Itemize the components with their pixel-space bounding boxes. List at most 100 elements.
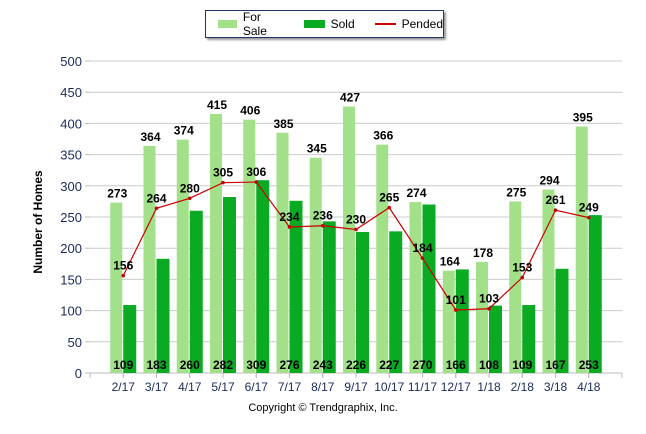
bar-sold <box>123 304 137 373</box>
pended-data-label: 101 <box>446 293 466 307</box>
x-tick-label: 12/17 <box>441 380 471 394</box>
bar-sold <box>322 221 336 373</box>
pended-point <box>221 180 225 185</box>
legend: For Sale Sold Pended <box>205 10 444 38</box>
bar-for-sale <box>309 157 322 373</box>
x-tick-label: 2/18 <box>511 380 535 394</box>
legend-label: Sold <box>330 17 355 31</box>
pended-data-label: 103 <box>479 292 499 306</box>
for-sale-data-label: 395 <box>573 111 593 125</box>
bar-for-sale <box>210 114 222 373</box>
pended-point <box>420 256 425 260</box>
pended-data-label: 234 <box>279 210 299 224</box>
y-axis-label: Number of Homes <box>31 170 45 274</box>
legend-item-for-sale: For Sale <box>218 10 284 38</box>
sold-data-label: 243 <box>313 358 333 372</box>
bar-for-sale <box>376 144 389 373</box>
sold-swatch <box>303 20 325 28</box>
x-tick-label: 3/18 <box>544 380 568 394</box>
pended-point <box>154 206 159 211</box>
y-tick-label: 0 <box>75 366 82 381</box>
bar-sold <box>455 269 469 373</box>
sold-data-label: 276 <box>279 358 299 372</box>
bar-for-sale <box>575 126 588 374</box>
for-sale-data-label: 385 <box>273 117 293 131</box>
pended-data-label: 184 <box>412 241 432 255</box>
bar-for-sale <box>542 189 555 373</box>
legend-item-sold: Sold <box>303 17 355 31</box>
y-tick-label: 500 <box>60 54 82 69</box>
sold-data-label: 166 <box>446 358 466 372</box>
bar-for-sale <box>143 145 156 373</box>
sold-data-label: 108 <box>479 358 499 372</box>
for-sale-swatch <box>218 20 237 28</box>
for-sale-data-label: 274 <box>406 186 426 200</box>
x-tick-label: 11/17 <box>408 380 437 394</box>
for-sale-data-label: 275 <box>506 185 526 199</box>
bar-sold <box>389 231 403 373</box>
bar-sold <box>356 231 369 373</box>
for-sale-data-label: 406 <box>240 104 260 118</box>
pended-point <box>586 215 591 220</box>
bar-for-sale <box>110 202 123 373</box>
for-sale-data-label: 164 <box>440 255 460 269</box>
pended-data-label: 249 <box>579 201 599 215</box>
x-tick-label: 10/17 <box>374 380 404 394</box>
bar-sold <box>489 305 502 373</box>
bar-for-sale <box>442 270 455 373</box>
x-tick-label: 1/18 <box>477 380 501 394</box>
pended-point <box>520 275 525 280</box>
for-sale-data-label: 366 <box>373 129 393 143</box>
pended-data-label: 156 <box>113 259 133 273</box>
pended-point <box>553 208 558 212</box>
for-sale-data-label: 427 <box>340 91 360 105</box>
y-tick-label: 450 <box>60 85 82 100</box>
copyright: Copyright © Trendgraphix, Inc. <box>248 402 398 414</box>
x-tick-label: 2/17 <box>112 380 136 394</box>
for-sale-data-label: 273 <box>107 187 127 201</box>
bar-for-sale <box>343 106 355 373</box>
y-tick-label: 250 <box>60 210 82 225</box>
x-tick-label: 7/17 <box>278 380 302 394</box>
pended-point <box>287 225 292 229</box>
pended-data-label: 306 <box>246 165 266 179</box>
bar-for-sale <box>243 119 256 373</box>
pended-point <box>254 180 259 184</box>
pended-point <box>453 308 458 312</box>
for-sale-data-label: 415 <box>207 98 227 112</box>
pended-point <box>487 306 491 311</box>
pended-point <box>320 223 325 228</box>
x-tick-label: 8/17 <box>311 380 335 394</box>
bar-for-sale <box>176 139 189 373</box>
sold-data-label: 226 <box>346 358 366 372</box>
y-tick-label: 100 <box>60 304 82 319</box>
y-tick-label: 350 <box>60 148 82 163</box>
sold-data-label: 260 <box>180 358 200 372</box>
pended-data-label: 305 <box>213 166 233 180</box>
for-sale-data-label: 178 <box>473 246 493 260</box>
bar-sold <box>189 210 203 373</box>
y-tick-label: 50 <box>68 335 82 350</box>
bar-sold <box>522 304 536 373</box>
pended-data-label: 265 <box>379 191 399 205</box>
pended-point <box>387 205 392 210</box>
pended-data-label: 280 <box>180 181 200 195</box>
bar-sold <box>588 215 602 373</box>
pended-point <box>121 273 126 278</box>
sold-data-label: 109 <box>512 358 532 372</box>
x-tick-label: 6/17 <box>245 380 269 394</box>
bar-sold <box>422 204 436 373</box>
y-tick-label: 200 <box>60 241 82 256</box>
x-tick-label: 5/17 <box>211 380 235 394</box>
bar-sold <box>256 180 270 373</box>
pended-data-label: 264 <box>146 191 166 205</box>
legend-label: Pended <box>401 17 443 31</box>
bar-for-sale <box>409 202 422 373</box>
pended-data-label: 153 <box>512 261 532 275</box>
pended-data-label: 261 <box>545 193 565 207</box>
sold-data-label: 270 <box>412 358 432 372</box>
y-tick-label: 400 <box>60 116 82 131</box>
for-sale-data-label: 294 <box>539 174 559 188</box>
sold-data-label: 282 <box>213 358 233 372</box>
bar-sold <box>223 197 236 373</box>
